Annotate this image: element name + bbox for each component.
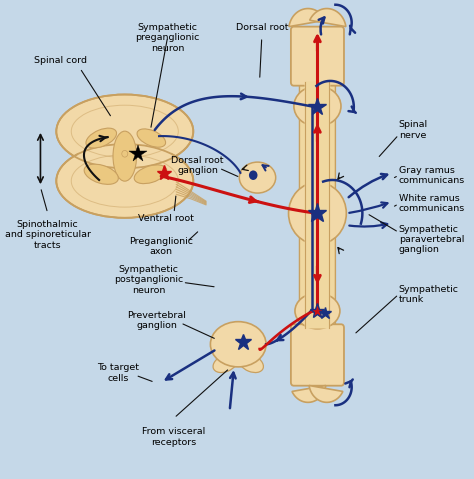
Ellipse shape	[84, 164, 118, 184]
Text: Spinal cord: Spinal cord	[34, 57, 87, 66]
Text: Prevertebral
ganglion: Prevertebral ganglion	[128, 311, 186, 330]
Text: Sympathetic
preganglionic
neuron: Sympathetic preganglionic neuron	[136, 23, 200, 53]
Polygon shape	[292, 386, 326, 402]
Ellipse shape	[78, 130, 172, 182]
Ellipse shape	[294, 86, 341, 126]
Ellipse shape	[289, 182, 346, 244]
Text: Dorsal root
ganglion: Dorsal root ganglion	[171, 156, 224, 175]
Polygon shape	[309, 386, 343, 402]
Ellipse shape	[213, 354, 238, 373]
Circle shape	[249, 171, 257, 180]
Text: Preganglionic
axon: Preganglionic axon	[129, 237, 193, 256]
Ellipse shape	[239, 162, 276, 193]
Ellipse shape	[56, 94, 193, 168]
Ellipse shape	[86, 128, 117, 148]
Text: Gray ramus
communicans: Gray ramus communicans	[399, 166, 465, 185]
Text: To target
cells: To target cells	[97, 363, 139, 383]
Text: Sympathetic
trunk: Sympathetic trunk	[399, 285, 459, 304]
Ellipse shape	[113, 131, 137, 181]
Text: White ramus
communicans: White ramus communicans	[399, 194, 465, 214]
Polygon shape	[310, 9, 346, 27]
Text: Sympathetic
paravertebral
ganglion: Sympathetic paravertebral ganglion	[399, 225, 464, 254]
Polygon shape	[289, 9, 325, 27]
Ellipse shape	[134, 165, 167, 183]
Text: Dorsal root: Dorsal root	[236, 23, 288, 32]
Text: Ventral root: Ventral root	[137, 214, 193, 223]
FancyBboxPatch shape	[305, 81, 330, 329]
Ellipse shape	[295, 293, 340, 329]
Ellipse shape	[56, 144, 193, 218]
FancyBboxPatch shape	[291, 27, 344, 86]
FancyBboxPatch shape	[291, 324, 344, 386]
Ellipse shape	[210, 321, 266, 367]
FancyBboxPatch shape	[300, 80, 336, 330]
Text: From visceral
receptors: From visceral receptors	[142, 427, 206, 447]
Ellipse shape	[137, 129, 165, 147]
Text: Spinal
nerve: Spinal nerve	[399, 120, 428, 140]
Text: Sympathetic
postganglionic
neuron: Sympathetic postganglionic neuron	[114, 265, 183, 295]
Circle shape	[122, 150, 128, 157]
Ellipse shape	[239, 354, 264, 373]
Text: Spinothalmic
and spinoreticular
tracts: Spinothalmic and spinoreticular tracts	[5, 220, 91, 250]
